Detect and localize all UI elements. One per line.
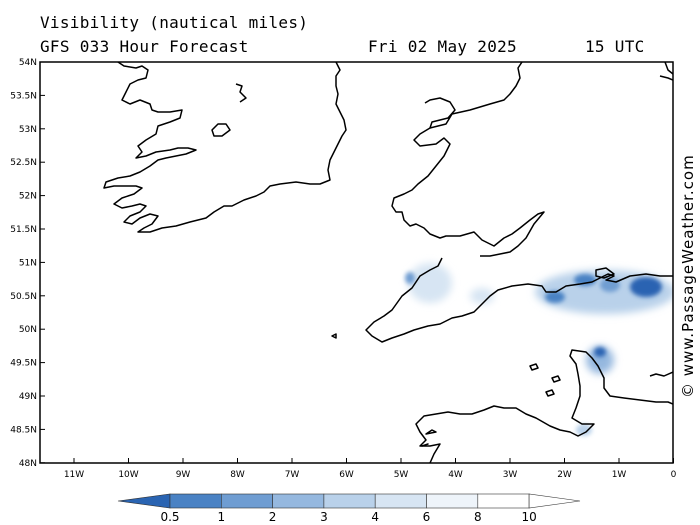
- fog-patch-brittany: [576, 424, 592, 436]
- colorbar-label: 8: [474, 510, 482, 524]
- lon-label: 4W: [448, 470, 463, 480]
- colorbar-swatch: [169, 493, 222, 509]
- lat-label: 50N: [19, 325, 37, 335]
- colorbar-label: 1: [217, 510, 225, 524]
- colorbar-label: 0.5: [160, 510, 179, 524]
- lon-label: 11W: [64, 470, 84, 480]
- visibility-colorbar: 0.5 1 2 3 4 6 8 10: [117, 493, 581, 524]
- lon-label: 7W: [285, 470, 300, 480]
- colorbar-swatch: [374, 493, 427, 509]
- lon-label: 8W: [230, 470, 245, 480]
- lat-label: 51.5N: [10, 225, 37, 235]
- fog-patch-cotentin: [586, 346, 614, 374]
- fog-core-celtic-sea: [405, 272, 415, 284]
- lat-label: 50.5N: [10, 292, 37, 302]
- fog-core-weymouth: [545, 291, 565, 303]
- lat-label: 53.5N: [10, 91, 37, 101]
- colorbar-label: 4: [371, 510, 379, 524]
- lat-label: 53N: [19, 125, 37, 135]
- colorbar-label: 2: [269, 510, 277, 524]
- thames-estuary: [659, 75, 673, 81]
- lon-label: 9W: [176, 470, 191, 480]
- lat-label: 48N: [19, 459, 37, 469]
- colorbar-swatch: [221, 493, 273, 509]
- lat-label: 48.5N: [10, 425, 37, 435]
- colorbar-high-arrow: [528, 493, 581, 509]
- lon-label: 10W: [118, 470, 138, 480]
- colorbar-swatch: [477, 493, 530, 509]
- fog-patch-celtic-sea: [408, 263, 452, 303]
- colorbar-label: 6: [423, 510, 431, 524]
- wales-north-coast: [424, 62, 523, 129]
- colorbar-swatch: [426, 493, 479, 509]
- longitude-axis: 11W 10W 9W 8W 7W 6W 5W 4W 3W 2W 1W 0: [64, 458, 677, 480]
- forecast-time: 15 UTC: [585, 37, 645, 56]
- lat-label: 51N: [19, 258, 37, 268]
- ireland-coast: [103, 62, 347, 233]
- fog-core-cherbourg: [594, 347, 606, 357]
- brittany-islands: [421, 429, 437, 447]
- lat-label: 49N: [19, 392, 37, 402]
- credit-text: © www.PassageWeather.com: [679, 154, 697, 398]
- chart-title: Visibility (nautical miles): [40, 13, 309, 32]
- galway-bay: [211, 123, 231, 137]
- france-north-coast: [415, 349, 673, 463]
- scilly-islands: [331, 333, 337, 339]
- fog-core-sussex: [630, 277, 662, 297]
- lon-label: 2W: [557, 470, 572, 480]
- visibility-shading: [405, 263, 673, 436]
- wight-island: [595, 267, 615, 279]
- coastlines: [103, 62, 673, 463]
- latitude-axis: 54N 53.5N 53N 52.5N 52N 51.5N 51N 50.5N 50N 49.5N…: [10, 58, 45, 469]
- lon-label: 6W: [339, 470, 354, 480]
- lat-label: 52.5N: [10, 158, 37, 168]
- lon-label: 0: [671, 470, 677, 480]
- seine-bay: [649, 371, 673, 377]
- lon-label: 1W: [612, 470, 627, 480]
- colorbar-low-arrow: [117, 493, 171, 509]
- channel-islands: [529, 363, 561, 397]
- forecast-date: Fri 02 May 2025: [368, 37, 517, 56]
- ireland-west-bay: [235, 83, 247, 103]
- wales-west-coast: [391, 127, 545, 257]
- lat-label: 49.5N: [10, 359, 37, 369]
- fog-patch-lyme-bay: [470, 288, 494, 304]
- kent-coast: [664, 62, 673, 75]
- lat-label: 54N: [19, 58, 37, 68]
- forecast-label: GFS 033 Hour Forecast: [40, 37, 249, 56]
- colorbar-swatch: [323, 493, 376, 509]
- lon-label: 5W: [394, 470, 409, 480]
- colorbar-label: 3: [320, 510, 328, 524]
- colorbar-label: 10: [521, 510, 536, 524]
- lon-label: 3W: [503, 470, 518, 480]
- colorbar-swatch: [272, 493, 325, 509]
- lat-label: 52N: [19, 192, 37, 202]
